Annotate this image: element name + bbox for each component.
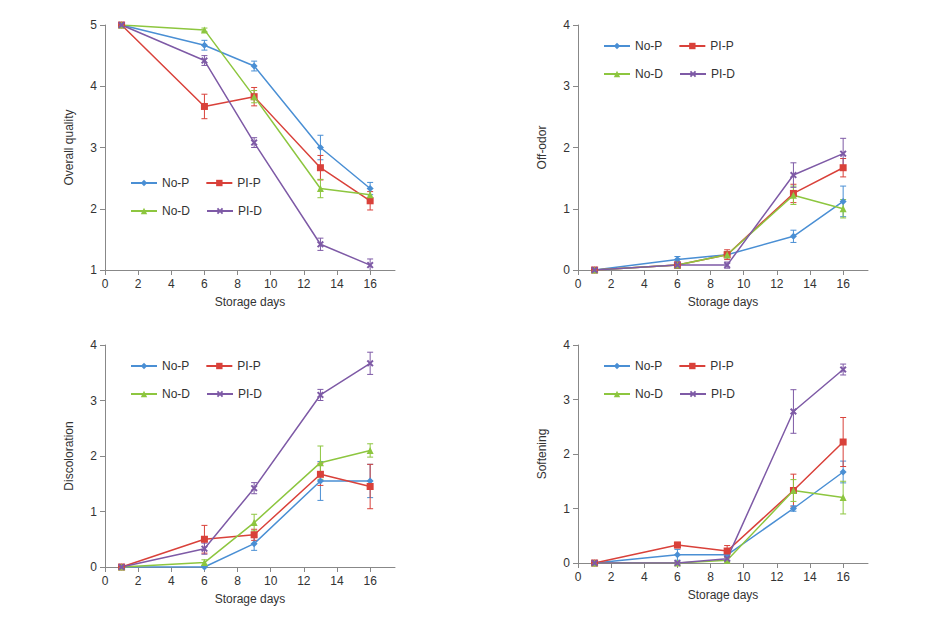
svg-text:0: 0: [102, 574, 109, 588]
svg-text:8: 8: [707, 570, 714, 584]
svg-text:4: 4: [641, 277, 648, 291]
svg-text:0: 0: [563, 263, 570, 277]
svg-text:2: 2: [563, 447, 570, 461]
svg-text:PI-D: PI-D: [711, 387, 735, 401]
svg-text:PI-P: PI-P: [237, 176, 260, 190]
svg-text:8: 8: [234, 574, 241, 588]
svg-text:4: 4: [90, 338, 97, 352]
svg-text:12: 12: [770, 277, 784, 291]
svg-text:3: 3: [563, 393, 570, 407]
svg-text:6: 6: [674, 570, 681, 584]
svg-text:8: 8: [234, 277, 241, 291]
svg-text:4: 4: [563, 18, 570, 32]
svg-text:4: 4: [563, 338, 570, 352]
svg-text:6: 6: [201, 574, 208, 588]
svg-text:16: 16: [363, 277, 377, 291]
svg-text:Storage days: Storage days: [215, 295, 286, 309]
svg-text:12: 12: [297, 277, 311, 291]
svg-text:No-P: No-P: [635, 359, 662, 373]
svg-text:12: 12: [770, 570, 784, 584]
svg-text:No-P: No-P: [162, 176, 189, 190]
svg-text:2: 2: [563, 141, 570, 155]
svg-text:6: 6: [201, 277, 208, 291]
svg-text:Softening: Softening: [535, 429, 549, 480]
svg-text:Discoloration: Discoloration: [62, 421, 76, 490]
svg-text:PI-D: PI-D: [238, 204, 262, 218]
svg-text:PI-P: PI-P: [237, 359, 260, 373]
svg-text:14: 14: [330, 574, 344, 588]
svg-text:2: 2: [608, 277, 615, 291]
svg-text:3: 3: [90, 394, 97, 408]
svg-text:2: 2: [608, 570, 615, 584]
svg-text:14: 14: [803, 570, 817, 584]
svg-text:No-P: No-P: [162, 359, 189, 373]
svg-text:PI-D: PI-D: [238, 387, 262, 401]
svg-text:6: 6: [674, 277, 681, 291]
svg-text:2: 2: [135, 574, 142, 588]
svg-text:Storage days: Storage days: [688, 295, 759, 309]
svg-text:3: 3: [90, 141, 97, 155]
svg-text:No-D: No-D: [635, 67, 663, 81]
svg-text:No-D: No-D: [635, 387, 663, 401]
svg-text:Storage days: Storage days: [688, 588, 759, 602]
svg-text:Storage days: Storage days: [215, 592, 286, 606]
svg-text:10: 10: [737, 570, 751, 584]
svg-text:Overall quality: Overall quality: [62, 109, 76, 185]
svg-text:No-D: No-D: [162, 204, 190, 218]
svg-text:8: 8: [707, 277, 714, 291]
svg-text:PI-D: PI-D: [711, 67, 735, 81]
svg-text:16: 16: [836, 277, 850, 291]
svg-text:10: 10: [264, 574, 278, 588]
svg-text:16: 16: [836, 570, 850, 584]
svg-text:0: 0: [575, 570, 582, 584]
svg-text:14: 14: [803, 277, 817, 291]
svg-text:10: 10: [737, 277, 751, 291]
svg-text:0: 0: [575, 277, 582, 291]
svg-text:0: 0: [90, 560, 97, 574]
svg-text:10: 10: [264, 277, 278, 291]
svg-text:No-D: No-D: [162, 387, 190, 401]
svg-text:4: 4: [641, 570, 648, 584]
svg-text:1: 1: [563, 202, 570, 216]
svg-text:2: 2: [135, 277, 142, 291]
svg-text:4: 4: [168, 277, 175, 291]
svg-text:4: 4: [90, 79, 97, 93]
svg-text:No-P: No-P: [635, 39, 662, 53]
svg-text:2: 2: [90, 202, 97, 216]
svg-text:12: 12: [297, 574, 311, 588]
svg-text:4: 4: [168, 574, 175, 588]
svg-text:5: 5: [90, 18, 97, 32]
svg-text:Off-odor: Off-odor: [535, 126, 549, 170]
svg-text:1: 1: [90, 505, 97, 519]
svg-text:0: 0: [102, 277, 109, 291]
svg-text:14: 14: [330, 277, 344, 291]
svg-text:0: 0: [563, 556, 570, 570]
svg-text:PI-P: PI-P: [710, 39, 733, 53]
svg-text:2: 2: [90, 449, 97, 463]
svg-text:3: 3: [563, 79, 570, 93]
svg-text:PI-P: PI-P: [710, 359, 733, 373]
svg-text:16: 16: [363, 574, 377, 588]
svg-text:1: 1: [90, 263, 97, 277]
svg-text:1: 1: [563, 502, 570, 516]
